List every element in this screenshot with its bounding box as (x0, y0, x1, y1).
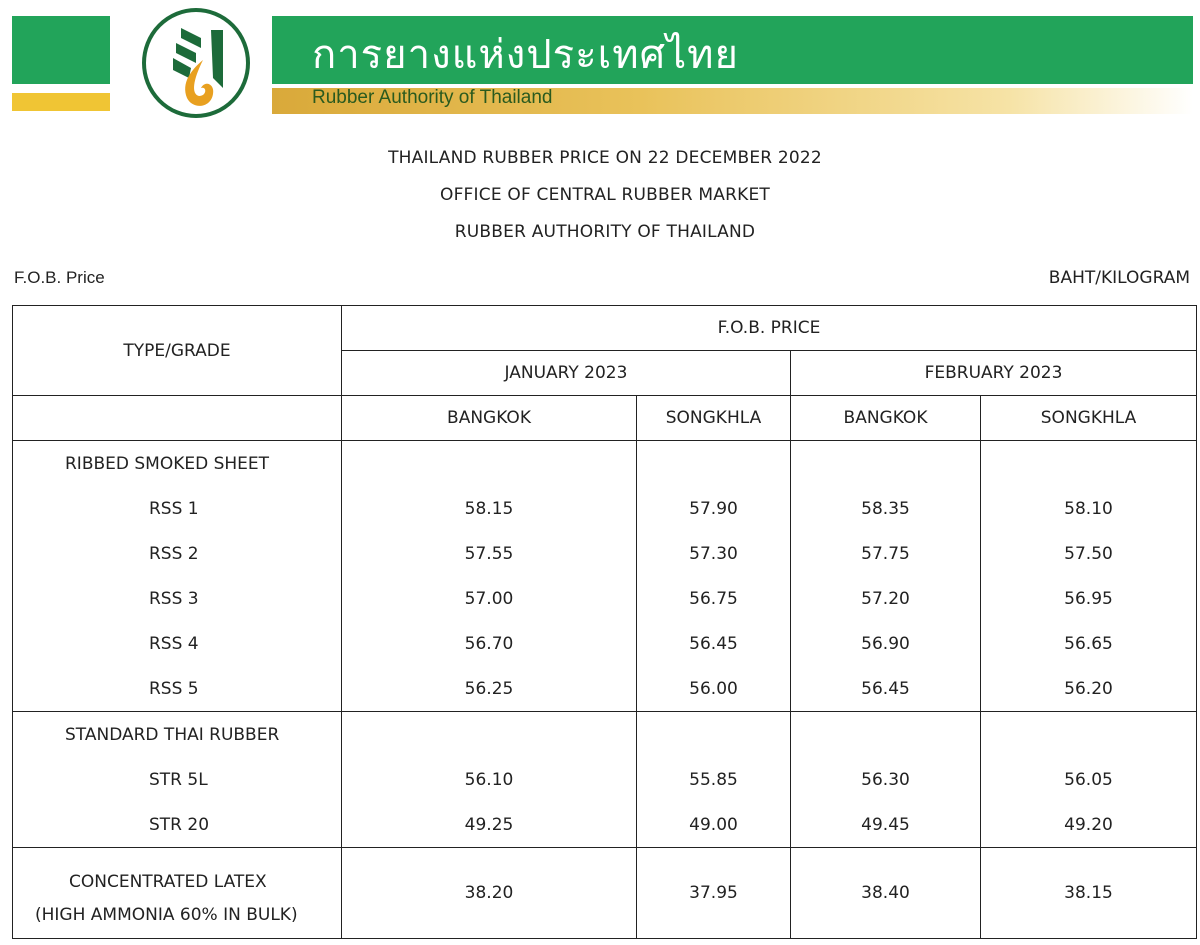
price-cell: 58.15 (341, 486, 637, 531)
price-cell: 56.75 (636, 576, 791, 621)
grade-label: RSS 1 (12, 486, 342, 531)
price-cell: 56.90 (790, 621, 981, 666)
price-cell: 57.90 (636, 486, 791, 531)
port-header: BANGKOK (790, 395, 981, 441)
port-header: BANGKOK (341, 395, 637, 441)
price-cell: 56.65 (979, 621, 1198, 666)
rubber-authority-logo-icon (142, 8, 250, 118)
title-line: RUBBER AUTHORITY OF THAILAND (454, 222, 756, 242)
price-cell: 56.05 (979, 757, 1198, 802)
price-cell: 38.15 (979, 847, 1198, 939)
price-cell: 49.25 (341, 802, 637, 848)
month-header: FEBRUARY 2023 (789, 350, 1198, 396)
table-row: RSS 5 56.25 56.00 56.45 56.20 (12, 666, 1198, 712)
table-row: RSS 4 56.70 56.45 56.90 56.65 (12, 621, 1198, 666)
month-header: JANUARY 2023 (341, 350, 791, 396)
empty-cell (790, 440, 981, 486)
price-cell: 56.70 (341, 621, 637, 666)
gold-bar-main (272, 88, 1193, 114)
price-cell: 38.20 (341, 847, 637, 939)
grade-label: RSS 5 (12, 666, 342, 712)
group-name: RIBBED SMOKED SHEET (12, 440, 342, 486)
unit-label: BAHT/KILOGRAM (1048, 268, 1190, 288)
grade-label: RSS 2 (12, 531, 342, 576)
group-str: STANDARD THAI RUBBER STR 5L 56.10 55.85 56.3… (12, 711, 1198, 848)
price-cell: 57.75 (790, 531, 981, 576)
title-line: OFFICE OF CENTRAL RUBBER MARKET (440, 185, 770, 205)
green-bar-main (272, 16, 1193, 84)
empty-cell (979, 440, 1198, 486)
empty-cell (979, 711, 1198, 757)
group-latex: CONCENTRATED LATEX 38.20 37.95 38.40 38.… (12, 847, 1198, 939)
price-cell: 56.00 (636, 666, 791, 712)
price-cell: 58.10 (979, 486, 1198, 531)
table-row: RSS 3 57.00 56.75 57.20 56.95 (12, 576, 1198, 621)
table-row: STR 20 49.25 49.00 49.45 49.20 (12, 802, 1198, 848)
grade-label: RSS 3 (12, 576, 342, 621)
price-cell: 57.00 (341, 576, 637, 621)
price-cell: 56.95 (979, 576, 1198, 621)
title-line: THAILAND RUBBER PRICE ON 22 DECEMBER 202… (388, 148, 822, 168)
type-grade-header: TYPE/GRADE (12, 305, 342, 396)
group-name: STANDARD THAI RUBBER (12, 711, 342, 757)
price-cell: 37.95 (636, 847, 791, 939)
green-bar-left (12, 16, 110, 84)
price-label: F.O.B. Price (14, 268, 105, 287)
price-cell: 57.20 (790, 576, 981, 621)
document-titles: THAILAND RUBBER PRICE ON 22 DECEMBER 202… (0, 140, 1200, 251)
price-cell: 49.00 (636, 802, 791, 848)
gold-bar-left (12, 93, 110, 111)
port-header: SONGKHLA (636, 395, 791, 441)
group-name: CONCENTRATED LATEX (12, 847, 342, 892)
price-cell: 38.40 (790, 847, 981, 939)
header-banner: การยางแห่งประเทศไทย Rubber Authority of … (0, 0, 1200, 125)
table-row: STR 5L 56.10 55.85 56.30 56.05 (12, 757, 1198, 802)
price-cell: 49.20 (979, 802, 1198, 848)
empty-cell (636, 711, 791, 757)
blank-cell (12, 395, 342, 441)
price-cell: 49.45 (790, 802, 981, 848)
price-cell: 56.45 (790, 666, 981, 712)
grade-label: RSS 4 (12, 621, 342, 666)
org-name-thai: การยางแห่งประเทศไทย (312, 32, 739, 78)
table-row: RSS 1 58.15 57.90 58.35 58.10 (12, 486, 1198, 531)
grade-label: STR 5L (12, 757, 342, 802)
price-cell: 57.30 (636, 531, 791, 576)
price-cell: 58.35 (790, 486, 981, 531)
port-header: SONGKHLA (979, 395, 1198, 441)
empty-cell (341, 440, 637, 486)
price-cell: 57.50 (979, 531, 1198, 576)
empty-cell (790, 711, 981, 757)
empty-cell (636, 440, 791, 486)
price-cell: 56.30 (790, 757, 981, 802)
price-cell: 56.25 (341, 666, 637, 712)
price-cell: 56.20 (979, 666, 1198, 712)
price-cell: 57.55 (341, 531, 637, 576)
empty-cell (341, 711, 637, 757)
org-name-english: Rubber Authority of Thailand (312, 87, 553, 108)
price-cell: 56.45 (636, 621, 791, 666)
table-row: RSS 2 57.55 57.30 57.75 57.50 (12, 531, 1198, 576)
price-cell: 56.10 (341, 757, 637, 802)
fob-price-header: F.O.B. PRICE (340, 305, 1198, 351)
group-rss: RIBBED SMOKED SHEET RSS 1 58.15 57.90 58.35 5… (12, 440, 1198, 712)
price-table: TYPE/GRADE F.O.B. PRICE JANUARY 2023 FEB… (12, 305, 1198, 939)
price-cell: 55.85 (636, 757, 791, 802)
group-detail: (HIGH AMMONIA 60% IN BULK) (12, 892, 342, 939)
grade-label: STR 20 (12, 802, 342, 848)
